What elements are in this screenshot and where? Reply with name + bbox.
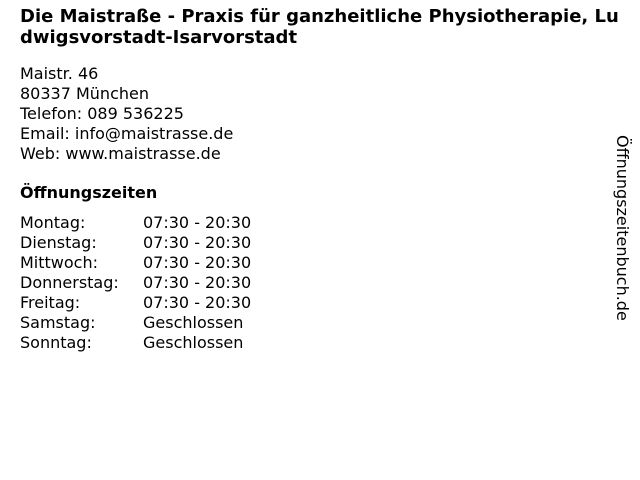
day: Samstag: — [20, 313, 96, 332]
time: Geschlossen — [143, 333, 244, 352]
day: Montag: — [20, 213, 86, 232]
city: 80337 München — [20, 84, 149, 103]
hours-row: Freitag: 07:30 - 20:30 — [20, 293, 251, 313]
address-block: Maistr. 46 80337 München Telefon: 089 53… — [20, 64, 233, 164]
time: Geschlossen — [143, 313, 244, 332]
day: Dienstag: — [20, 233, 97, 252]
time: 07:30 - 20:30 — [143, 213, 252, 232]
hours-row: Sonntag: Geschlossen — [20, 333, 251, 353]
day: Donnerstag: — [20, 273, 119, 292]
email: Email: info@maistrasse.de — [20, 124, 234, 143]
hours-row: Montag: 07:30 - 20:30 — [20, 213, 251, 233]
hours-row: Donnerstag: 07:30 - 20:30 — [20, 273, 251, 293]
time: 07:30 - 20:30 — [143, 273, 252, 292]
page-title: Die Maistraße - Praxis für ganzheitliche… — [20, 6, 619, 48]
time: 07:30 - 20:30 — [143, 233, 252, 252]
website: Web: www.maistrasse.de — [20, 144, 221, 163]
day: Mittwoch: — [20, 253, 98, 272]
hours-row: Samstag: Geschlossen — [20, 313, 251, 333]
hours-table: Montag: 07:30 - 20:30 Dienstag: 07:30 - 20… — [20, 213, 251, 353]
watermark: Öffnungszeitenbuch.de — [613, 135, 632, 321]
day: Sonntag: — [20, 333, 92, 352]
day: Freitag: — [20, 293, 81, 312]
hours-row: Dienstag: 07:30 - 20:30 — [20, 233, 251, 253]
phone: Telefon: 089 536225 — [20, 104, 184, 123]
time: 07:30 - 20:30 — [143, 293, 252, 312]
street: Maistr. 46 — [20, 64, 99, 83]
time: 07:30 - 20:30 — [143, 253, 252, 272]
hours-heading: Öffnungszeiten — [20, 183, 158, 202]
hours-row: Mittwoch: 07:30 - 20:30 — [20, 253, 251, 273]
